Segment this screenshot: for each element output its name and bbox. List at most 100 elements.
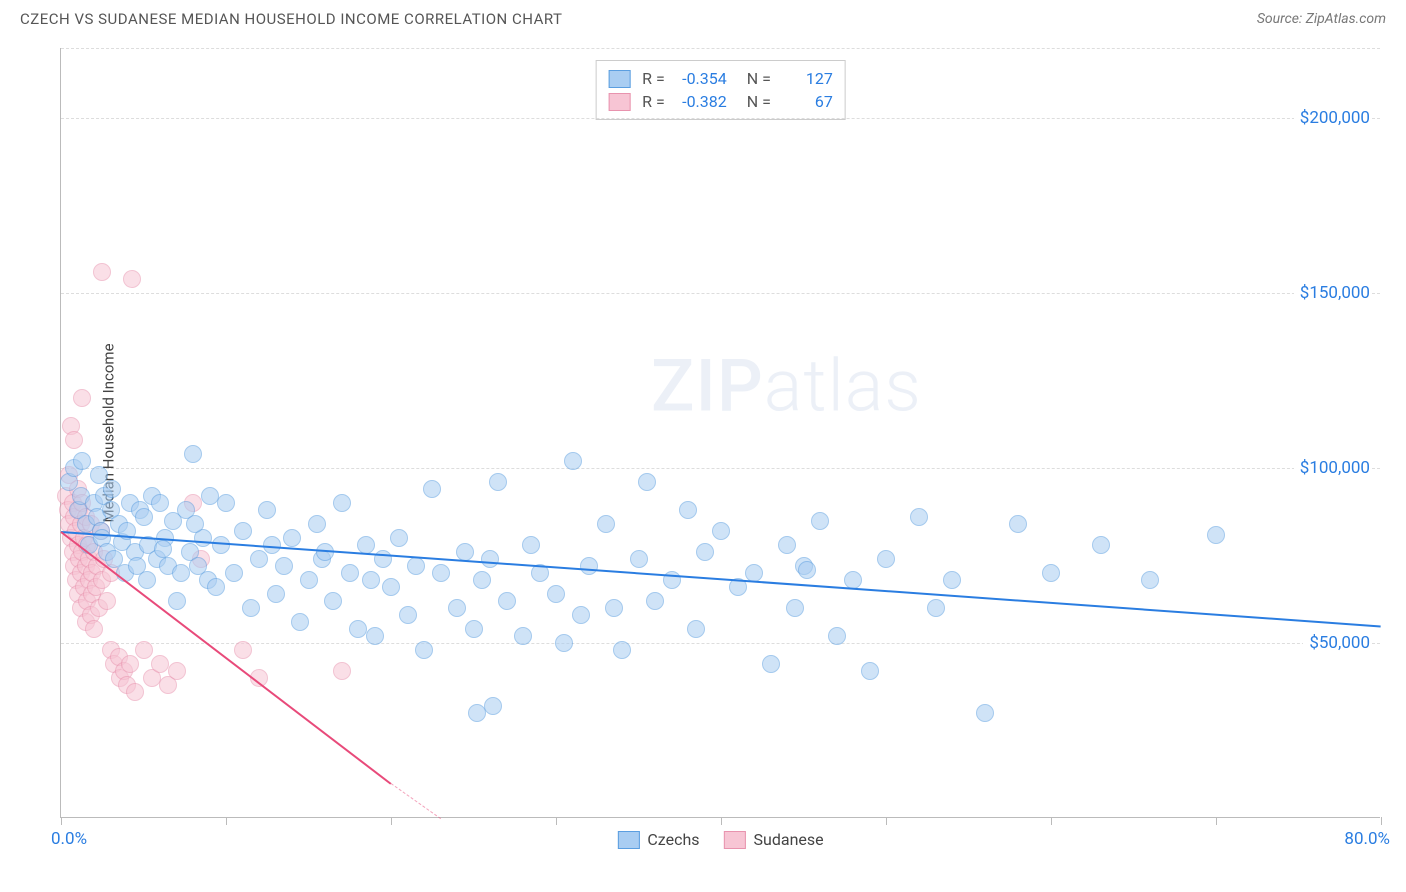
legend-swatch xyxy=(608,70,630,88)
scatter-point xyxy=(390,529,408,547)
source-label: Source: ZipAtlas.com xyxy=(1257,11,1386,27)
scatter-point xyxy=(1042,564,1060,582)
gridline-h xyxy=(61,293,1380,294)
scatter-point xyxy=(366,627,384,645)
scatter-point xyxy=(712,522,730,540)
legend-swatch xyxy=(608,93,630,111)
scatter-point xyxy=(762,655,780,673)
x-tick xyxy=(1051,817,1052,825)
scatter-point xyxy=(212,536,230,554)
scatter-point xyxy=(168,662,186,680)
scatter-point xyxy=(135,508,153,526)
correlation-stats-box: R =-0.354 N =127R =-0.382 N =67 xyxy=(595,60,846,120)
bottom-legend: CzechsSudanese xyxy=(617,830,823,849)
scatter-point xyxy=(1092,536,1110,554)
scatter-point xyxy=(943,571,961,589)
scatter-point xyxy=(811,512,829,530)
scatter-point xyxy=(514,627,532,645)
scatter-point xyxy=(555,634,573,652)
scatter-point xyxy=(300,571,318,589)
x-tick xyxy=(226,817,227,825)
scatter-point xyxy=(308,515,326,533)
y-tick-label: $100,000 xyxy=(1294,458,1370,478)
y-tick-label: $200,000 xyxy=(1294,108,1370,128)
legend-label: Sudanese xyxy=(754,830,824,849)
scatter-point xyxy=(448,599,466,617)
scatter-point xyxy=(341,564,359,582)
stats-row: R =-0.354 N =127 xyxy=(608,67,833,90)
x-tick xyxy=(1381,817,1382,825)
scatter-point xyxy=(172,564,190,582)
scatter-point xyxy=(168,592,186,610)
scatter-point xyxy=(250,550,268,568)
scatter-point xyxy=(473,571,491,589)
scatter-point xyxy=(207,578,225,596)
legend-swatch xyxy=(724,831,746,849)
stat-r-value: -0.382 xyxy=(677,92,727,111)
scatter-point xyxy=(135,641,153,659)
scatter-point xyxy=(154,540,172,558)
trend-line-dashed xyxy=(391,783,441,819)
x-tick xyxy=(721,817,722,825)
scatter-point xyxy=(217,494,235,512)
scatter-point xyxy=(103,480,121,498)
chart-header: CZECH VS SUDANESE MEDIAN HOUSEHOLD INCOM… xyxy=(0,0,1406,32)
gridline-h xyxy=(61,48,1380,49)
scatter-point xyxy=(481,550,499,568)
scatter-point xyxy=(234,522,252,540)
y-tick-label: $150,000 xyxy=(1294,283,1370,303)
stats-row: R =-0.382 N =67 xyxy=(608,90,833,113)
scatter-point xyxy=(73,389,91,407)
stat-r-label: R = xyxy=(642,92,665,111)
scatter-point xyxy=(687,620,705,638)
scatter-point xyxy=(1207,526,1225,544)
chart-title: CZECH VS SUDANESE MEDIAN HOUSEHOLD INCOM… xyxy=(20,10,562,28)
scatter-point xyxy=(861,662,879,680)
watermark-zip: ZIP xyxy=(651,344,764,429)
scatter-point xyxy=(151,494,169,512)
scatter-point xyxy=(679,501,697,519)
scatter-point xyxy=(234,641,252,659)
scatter-point xyxy=(333,494,351,512)
scatter-point xyxy=(65,431,83,449)
scatter-point xyxy=(267,585,285,603)
scatter-point xyxy=(877,550,895,568)
scatter-point xyxy=(927,599,945,617)
scatter-point xyxy=(123,270,141,288)
scatter-point xyxy=(484,697,502,715)
watermark-atlas: atlas xyxy=(764,344,922,429)
x-tick xyxy=(61,817,62,825)
y-tick-label: $50,000 xyxy=(1303,633,1370,653)
scatter-point xyxy=(786,599,804,617)
x-tick xyxy=(1216,817,1217,825)
scatter-point xyxy=(362,571,380,589)
scatter-point xyxy=(605,599,623,617)
scatter-point xyxy=(646,592,664,610)
scatter-point xyxy=(1141,571,1159,589)
scatter-point xyxy=(547,585,565,603)
scatter-point xyxy=(638,473,656,491)
scatter-point xyxy=(98,592,116,610)
scatter-point xyxy=(828,627,846,645)
scatter-point xyxy=(465,620,483,638)
scatter-point xyxy=(121,655,139,673)
scatter-point xyxy=(407,557,425,575)
x-tick xyxy=(391,817,392,825)
scatter-point xyxy=(415,641,433,659)
stat-n-label: N = xyxy=(739,92,771,111)
scatter-point xyxy=(798,561,816,579)
scatter-point xyxy=(696,543,714,561)
trend-line xyxy=(61,531,1381,627)
scatter-point xyxy=(580,557,598,575)
scatter-point xyxy=(1009,515,1027,533)
scatter-point xyxy=(349,620,367,638)
scatter-point xyxy=(258,501,276,519)
scatter-point xyxy=(291,613,309,631)
legend-item: Sudanese xyxy=(724,830,824,849)
scatter-point xyxy=(201,487,219,505)
scatter-point xyxy=(357,536,375,554)
scatter-point xyxy=(138,571,156,589)
scatter-point xyxy=(225,564,243,582)
scatter-point xyxy=(151,655,169,673)
scatter-point xyxy=(522,536,540,554)
